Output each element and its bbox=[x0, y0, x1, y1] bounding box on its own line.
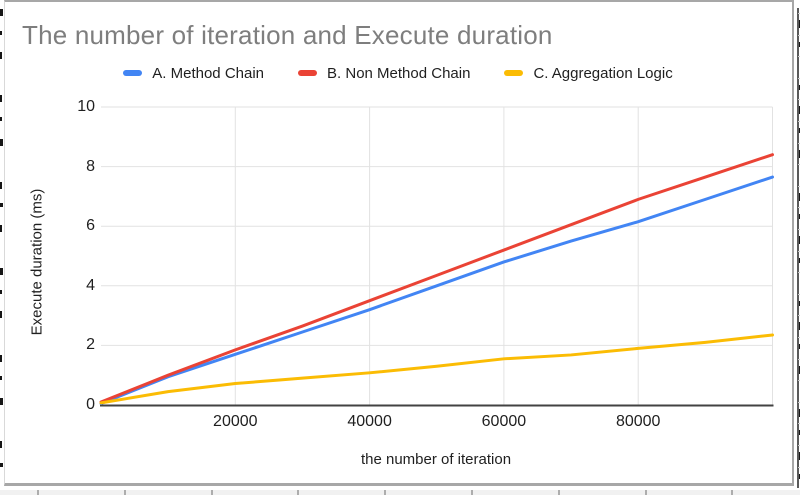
row-border-mark bbox=[798, 99, 800, 101]
legend-label: A. Method Chain bbox=[152, 64, 265, 82]
row-border-mark bbox=[798, 229, 800, 230]
clipped-cell-text-mark bbox=[798, 20, 800, 28]
row-border-mark bbox=[798, 207, 800, 209]
y-tick-label: 8 bbox=[86, 157, 95, 175]
row-border-mark bbox=[798, 272, 800, 274]
row-border-mark bbox=[798, 164, 800, 166]
x-tick-label: 20000 bbox=[213, 413, 258, 430]
clipped-cell-text-mark bbox=[0, 9, 3, 16]
clipped-cell-text-mark bbox=[0, 30, 2, 35]
y-tick-label: 6 bbox=[86, 217, 95, 235]
y-tick-label: 2 bbox=[86, 336, 95, 354]
clipped-cell-text-mark bbox=[0, 138, 3, 146]
legend-item-method-chain[interactable]: A. Method Chain bbox=[123, 65, 264, 82]
clipped-cell-text-mark bbox=[798, 408, 800, 417]
clipped-cell-text-mark bbox=[798, 41, 800, 47]
x-axis-title: the number of iteration bbox=[360, 451, 512, 468]
column-border-mark bbox=[210, 490, 213, 495]
column-border-mark bbox=[384, 490, 387, 495]
row-border-mark bbox=[798, 13, 800, 14]
clipped-cell-text-mark bbox=[0, 181, 2, 189]
clipped-cell-text-mark bbox=[0, 52, 2, 60]
clipped-cell-text-mark bbox=[798, 473, 800, 479]
legend-swatch-blue-icon bbox=[123, 70, 143, 76]
legend-swatch-red-icon bbox=[298, 70, 318, 76]
right-edge-rule bbox=[797, 8, 799, 488]
clipped-cell-text-mark bbox=[798, 452, 800, 460]
series-line-0[interactable] bbox=[99, 175, 774, 406]
x-tick-label: 60000 bbox=[481, 413, 527, 430]
legend-item-non-method-chain[interactable]: B. Non Method Chain bbox=[298, 65, 470, 82]
y-tick-label: 10 bbox=[77, 98, 95, 115]
legend: A. Method Chain B. Non Method Chain C. A… bbox=[0, 63, 796, 83]
row-border-mark bbox=[798, 121, 800, 122]
clipped-cell-text-mark bbox=[798, 84, 800, 90]
legend-label: C. Aggregation Logic bbox=[533, 64, 673, 82]
row-border-mark bbox=[798, 56, 800, 58]
column-border-mark bbox=[123, 490, 126, 495]
clipped-cell-text-mark bbox=[798, 149, 800, 158]
row-border-mark bbox=[798, 142, 800, 144]
clipped-cell-text-mark bbox=[0, 462, 3, 467]
column-border-mark bbox=[557, 490, 560, 495]
clipped-cell-text-mark bbox=[798, 257, 800, 263]
row-border-mark bbox=[798, 77, 800, 79]
clipped-cell-text-mark bbox=[0, 117, 2, 121]
legend-label: B. Non Method Chain bbox=[327, 64, 471, 82]
x-tick-label: 80000 bbox=[615, 413, 661, 430]
legend-swatch-yellow-icon bbox=[504, 70, 524, 76]
column-border-mark bbox=[471, 490, 473, 495]
clipped-cell-text-mark bbox=[798, 236, 800, 244]
clipped-cell-text-mark bbox=[0, 95, 2, 103]
y-tick-label: 4 bbox=[86, 276, 95, 294]
clipped-cell-text-mark bbox=[798, 344, 800, 349]
clipped-cell-text-mark bbox=[798, 128, 800, 133]
row-border-mark bbox=[798, 250, 800, 252]
clipped-cell-text-mark bbox=[0, 311, 2, 319]
clipped-cell-text-mark bbox=[798, 300, 800, 306]
clipped-cell-text-mark bbox=[798, 365, 800, 374]
row-border-mark bbox=[798, 315, 800, 317]
clipped-cell-text-mark bbox=[798, 322, 800, 331]
bottom-cell-strip bbox=[0, 490, 800, 495]
series-line-1[interactable] bbox=[99, 153, 774, 404]
column-border-mark bbox=[37, 490, 39, 495]
column-border-mark bbox=[297, 490, 300, 495]
clipped-cell-text-mark bbox=[798, 192, 800, 201]
row-border-mark bbox=[798, 445, 800, 446]
row-border-mark bbox=[798, 466, 800, 468]
row-border-mark bbox=[798, 337, 800, 338]
row-border-mark bbox=[798, 293, 800, 295]
clipped-cell-text-mark bbox=[798, 214, 800, 220]
row-border-mark bbox=[798, 185, 800, 187]
clipped-cell-text-mark bbox=[0, 397, 3, 405]
clipped-cell-text-mark bbox=[0, 203, 3, 208]
clipped-cell-text-mark bbox=[798, 430, 800, 436]
clipped-cell-text-mark bbox=[0, 376, 2, 381]
row-border-mark bbox=[798, 423, 800, 425]
legend-item-aggregation-logic[interactable]: C. Aggregation Logic bbox=[504, 64, 673, 82]
clipped-cell-text-mark bbox=[798, 106, 800, 115]
column-border-mark bbox=[731, 490, 734, 495]
clipped-cell-text-mark bbox=[0, 225, 2, 232]
x-tick-label: 40000 bbox=[347, 413, 392, 430]
row-border-mark bbox=[798, 380, 800, 382]
row-border-mark bbox=[798, 358, 800, 360]
series-line-2[interactable] bbox=[99, 333, 774, 405]
chart-title: The number of iteration and Execute dura… bbox=[22, 20, 553, 50]
y-tick-label: 0 bbox=[86, 396, 95, 413]
column-border-mark bbox=[644, 490, 647, 495]
clipped-cell-text-mark bbox=[0, 354, 2, 362]
row-border-mark bbox=[798, 34, 800, 36]
clipped-cell-text-mark bbox=[0, 441, 2, 448]
row-border-mark bbox=[798, 401, 800, 403]
clipped-cell-text-mark bbox=[0, 268, 3, 276]
clipped-cell-text-mark bbox=[0, 289, 2, 294]
